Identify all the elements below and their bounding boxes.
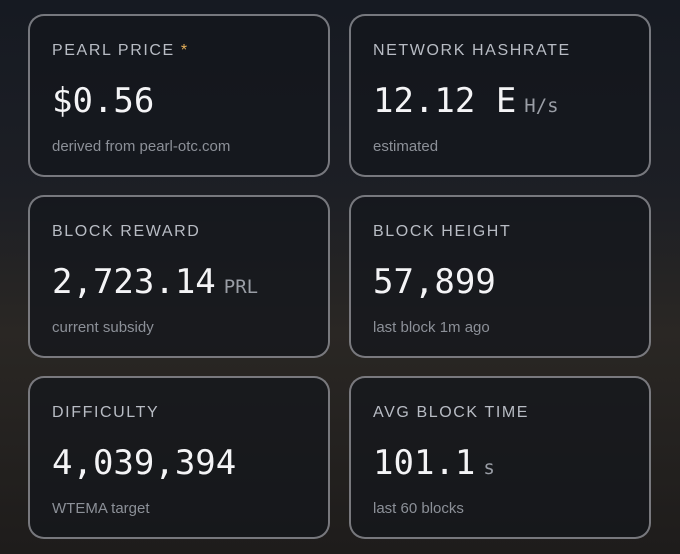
- stat-card: AVG BLOCK TIME 101.1 s last 60 blocks: [349, 376, 651, 539]
- card-label-row: DIFFICULTY: [52, 403, 306, 422]
- card-label: DIFFICULTY: [52, 404, 160, 421]
- stat-card: NETWORK HASHRATE 12.12 E H/s estimated: [349, 14, 651, 177]
- card-value: $0.56: [52, 81, 155, 121]
- card-note: derived from pearl-otc.com: [52, 138, 231, 155]
- stat-card: BLOCK HEIGHT 57,899 last block 1m ago: [349, 195, 651, 358]
- card-note: estimated: [373, 138, 439, 155]
- stats-grid: PEARL PRICE * $0.56 derived from pearl-otc.…: [28, 14, 651, 539]
- card-note: last 60 blocks: [373, 500, 464, 517]
- card-value: 101.1: [373, 443, 476, 483]
- value-row: 12.12 E H/s: [373, 81, 627, 121]
- value-row: 101.1 s: [373, 443, 627, 483]
- card-label-row: BLOCK REWARD: [52, 222, 306, 241]
- label-marker: *: [180, 42, 189, 59]
- card-label: NETWORK HASHRATE: [373, 42, 571, 59]
- card-note: last block 1m ago: [373, 319, 490, 336]
- card-label-row: BLOCK HEIGHT: [373, 222, 627, 241]
- card-value: 4,039,394: [52, 443, 237, 483]
- value-row: 2,723.14 PRL: [52, 262, 306, 302]
- card-label-row: AVG BLOCK TIME: [373, 403, 627, 422]
- card-unit: PRL: [223, 276, 259, 298]
- value-row: 4,039,394: [52, 443, 306, 483]
- card-label: PEARL PRICE: [52, 42, 175, 59]
- card-note: current subsidy: [52, 319, 154, 336]
- card-value: 2,723.14: [52, 262, 216, 302]
- card-note: WTEMA target: [52, 500, 150, 517]
- card-value: 12.12 E: [373, 81, 517, 121]
- card-label: AVG BLOCK TIME: [373, 404, 530, 421]
- value-row: 57,899: [373, 262, 627, 302]
- card-label-row: PEARL PRICE *: [52, 41, 306, 60]
- stat-card: DIFFICULTY 4,039,394 WTEMA target: [28, 376, 330, 539]
- card-value: 57,899: [373, 262, 496, 302]
- card-label: BLOCK REWARD: [52, 223, 201, 240]
- stat-card: BLOCK REWARD 2,723.14 PRL current subsidy: [28, 195, 330, 358]
- card-unit: H/s: [524, 95, 559, 117]
- value-row: $0.56: [52, 81, 306, 121]
- stat-card: PEARL PRICE * $0.56 derived from pearl-otc.…: [28, 14, 330, 177]
- card-label-row: NETWORK HASHRATE: [373, 41, 627, 60]
- card-label: BLOCK HEIGHT: [373, 223, 512, 240]
- card-unit: s: [483, 457, 495, 479]
